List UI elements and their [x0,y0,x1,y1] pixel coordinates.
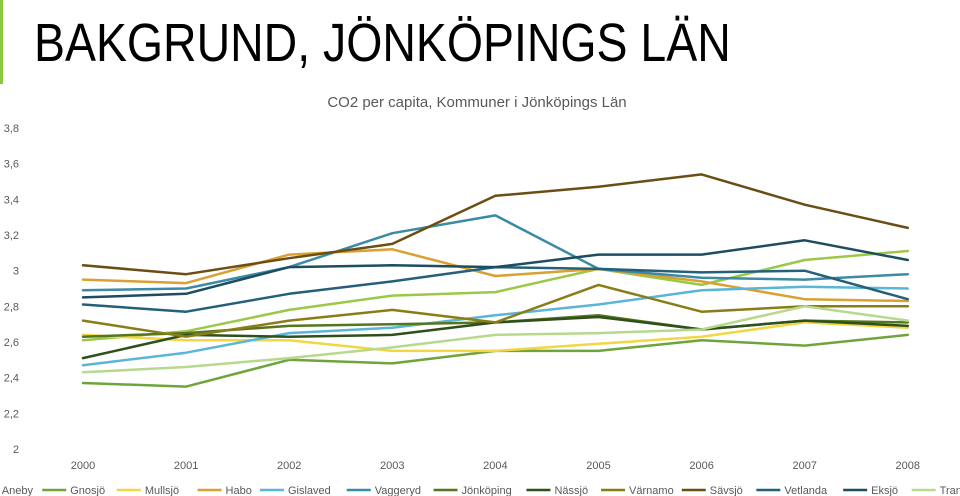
legend-label: Tranås [940,485,960,496]
x-tick-label: 2001 [174,460,198,472]
x-tick-label: 2000 [71,460,95,472]
legend: Aneby Gnosjö Mullsjö Habo Gislaved Vaggeryd Jö… [2,485,960,496]
series-line-sävsjö [81,173,910,276]
y-tick-label: 2,8 [4,301,19,313]
y-tick-label: 3,2 [4,230,19,242]
series-line-gislaved [81,285,910,367]
x-tick-label: 2005 [586,460,610,472]
y-tick-label: 2,6 [4,337,19,349]
y-tick-label: 2 [13,444,19,456]
legend-label: Aneby [2,485,34,496]
y-tick-label: 3 [13,266,19,278]
x-tick-label: 2006 [689,460,713,472]
legend-label: Jönköping [462,485,512,496]
legend-label: Eksjö [871,485,898,496]
chart-title: CO2 per capita, Kommuner i Jönköpings Lä… [327,94,626,111]
y-tick-label: 3,4 [4,194,19,206]
series-line-tranås [81,305,910,374]
slide-title: BAKGRUND, JÖNKÖPINGS LÄN [34,13,731,73]
x-tick-label: 2008 [896,460,920,472]
plot-area [81,173,910,388]
legend-label: Mullsjö [145,485,179,496]
legend-label: Gnosjö [70,485,105,496]
series-line-eksjö [81,239,910,299]
legend-label: Vaggeryd [375,485,421,496]
legend-label: Värnamo [629,485,674,496]
x-tick-label: 2004 [483,460,507,472]
y-tick-label: 2,4 [4,373,19,385]
legend-label: Habo [226,485,252,496]
legend-label: Gislaved [288,485,331,496]
legend-label: Sävsjö [710,485,743,496]
series-line-vaggeryd [81,214,910,292]
y-axis: 2 2,2 2,4 2,6 2,8 3 3,2 3,4 3,6 3,8 [4,123,19,456]
series-line-värnamo [81,283,910,338]
accent-bar [0,0,3,84]
y-tick-label: 2,2 [4,408,19,420]
x-tick-label: 2002 [277,460,301,472]
series-line-gnosjö [81,333,910,388]
legend-label: Nässjö [554,485,588,496]
series-line-mullsjö [81,321,910,353]
y-tick-label: 3,6 [4,159,19,171]
y-tick-label: 3,8 [4,123,19,135]
series-line-habo [81,248,910,303]
series-line-aneby [81,249,910,342]
x-tick-label: 2003 [380,460,404,472]
legend-label: Vetlanda [784,485,828,496]
line-chart: CO2 per capita, Kommuner i Jönköpings Lä… [2,94,960,496]
x-axis: 2000 2001 2002 2003 2004 2005 2006 2007 2008 [71,460,920,472]
x-tick-label: 2007 [792,460,816,472]
